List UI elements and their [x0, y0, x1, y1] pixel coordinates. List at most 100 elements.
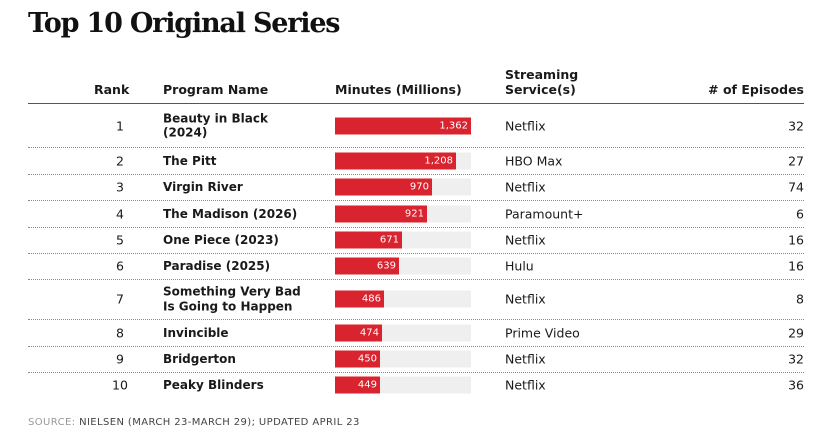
minutes-bar: 486: [335, 290, 384, 308]
program-name-cell: Beauty in Black (2024): [163, 111, 268, 140]
program-name-line: The Madison (2026): [163, 206, 298, 221]
minutes-value-label: 474: [359, 327, 379, 338]
episodes-cell: 16: [788, 232, 804, 248]
table-row: 1 Beauty in Black (2024) 1,362 Netflix 32: [28, 104, 804, 148]
rank-cell: 1: [116, 118, 124, 133]
minutes-value-label: 1,362: [439, 120, 468, 131]
program-name-line: Invincible: [163, 325, 229, 340]
program-name-cell: Paradise (2025): [163, 259, 270, 274]
table-row: 2 The Pitt 1,208 HBO Max 27: [28, 147, 804, 175]
rank-cell: 6: [116, 258, 124, 274]
source-note: SOURCE: NIELSEN (MARCH 23-MARCH 29); UPD…: [28, 417, 360, 428]
minutes-bar: 474: [335, 324, 382, 341]
program-name-cell: Virgin River: [163, 180, 243, 195]
minutes-value-label: 450: [357, 353, 377, 365]
program-name-line: Beauty in Black: [163, 111, 268, 125]
minutes-bar-track: 474: [335, 324, 471, 341]
minutes-bar: 1,362: [335, 117, 471, 134]
service-column-header: Streaming Service(s): [505, 67, 578, 97]
table-row: 7 Something Very Bad Is Going to Happen 486…: [28, 279, 804, 320]
minutes-bar-track: 486: [335, 290, 471, 308]
minutes-bar: 450: [335, 350, 380, 368]
program-name-cell: Something Very Bad Is Going to Happen: [163, 285, 301, 314]
episodes-cell: 27: [788, 153, 804, 168]
episodes-cell: 36: [788, 377, 804, 393]
program-name-line: Bridgerton: [163, 351, 236, 366]
rank-cell: 9: [116, 351, 124, 367]
rank-column-header: Rank: [94, 82, 130, 97]
minutes-value-label: 486: [361, 293, 381, 305]
service-header-line: Service(s): [505, 82, 576, 97]
table-row: 3 Virgin River 970 Netflix 74: [28, 174, 804, 201]
minutes-value-label: 449: [357, 379, 377, 391]
rank-cell: 5: [116, 232, 124, 248]
program-name-line: One Piece (2023): [163, 232, 279, 247]
minutes-value-label: 1,208: [424, 155, 453, 166]
program-name-line: The Pitt: [163, 153, 217, 168]
minutes-bar-track: 671: [335, 231, 471, 249]
minutes-bar-track: 450: [335, 350, 471, 368]
program-name-line: Is Going to Happen: [163, 299, 293, 313]
program-name-cell: The Pitt: [163, 153, 216, 168]
episodes-cell: 16: [788, 258, 804, 274]
rank-cell: 3: [116, 179, 124, 195]
streaming-service-cell: Netflix: [505, 179, 546, 195]
chart-title: Top 10 Original Series: [28, 8, 341, 39]
streaming-service-cell: Netflix: [505, 377, 546, 393]
minutes-value-label: 639: [376, 260, 396, 272]
minutes-bar: 921: [335, 205, 427, 222]
program-name-cell: One Piece (2023): [163, 233, 279, 248]
minutes-value-label: 970: [409, 181, 429, 193]
minutes-bar: 671: [335, 231, 402, 249]
program-name-cell: Bridgerton: [163, 352, 236, 367]
streaming-service-cell: Netflix: [505, 118, 546, 133]
minutes-value-label: 671: [379, 234, 399, 246]
table-row: 6 Paradise (2025) 639 Hulu 16: [28, 253, 804, 280]
minutes-bar: 1,208: [335, 152, 456, 169]
program-name-line: Peaky Blinders: [163, 377, 264, 392]
table-row: 8 Invincible 474 Prime Video 29: [28, 319, 804, 347]
episodes-cell: 29: [788, 325, 804, 340]
table-row: 9 Bridgerton 450 Netflix 32: [28, 346, 804, 373]
minutes-bar-track: 1,208: [335, 152, 471, 169]
minutes-column-header: Minutes (Millions): [335, 82, 462, 97]
service-header-line: Streaming: [505, 67, 579, 82]
episodes-cell: 8: [796, 291, 804, 307]
table-row: 10 Peaky Blinders 449 Netflix 36: [28, 372, 804, 398]
source-label: SOURCE:: [28, 417, 76, 428]
minutes-bar-track: 1,362: [335, 117, 471, 134]
episodes-cell: 6: [796, 206, 804, 221]
minutes-value-label: 921: [404, 208, 424, 219]
program-name-line: Virgin River: [163, 179, 243, 194]
minutes-bar: 449: [335, 376, 380, 394]
streaming-service-cell: HBO Max: [505, 153, 563, 168]
minutes-bar-track: 449: [335, 376, 471, 394]
minutes-bar: 970: [335, 178, 432, 196]
rank-cell: 8: [116, 325, 124, 340]
rank-cell: 2: [116, 153, 124, 168]
streaming-service-cell: Paramount+: [505, 206, 584, 221]
rank-cell: 4: [116, 206, 124, 221]
minutes-bar-track: 921: [335, 205, 471, 222]
episodes-cell: 32: [788, 351, 804, 367]
program-name-line: (2024): [163, 125, 208, 140]
episodes-cell: 74: [788, 179, 804, 195]
streaming-service-cell: Hulu: [505, 258, 534, 274]
program-column-header: Program Name: [163, 82, 269, 97]
program-name-cell: Peaky Blinders: [163, 378, 264, 393]
streaming-service-cell: Netflix: [505, 291, 546, 307]
minutes-bar-track: 970: [335, 178, 471, 196]
streaming-service-cell: Netflix: [505, 232, 546, 248]
episodes-cell: 32: [788, 118, 804, 133]
minutes-bar-track: 639: [335, 257, 471, 275]
minutes-bar: 639: [335, 257, 399, 275]
header-rule: [28, 103, 804, 104]
table-row: 5 One Piece (2023) 671 Netflix 16: [28, 227, 804, 254]
program-name-cell: The Madison (2026): [163, 206, 297, 221]
source-text: NIELSEN (MARCH 23-MARCH 29); UPDATED APR…: [79, 417, 360, 428]
rank-cell: 7: [116, 291, 124, 307]
episodes-column-header: # of Episodes: [708, 82, 804, 97]
streaming-service-cell: Prime Video: [505, 325, 580, 340]
program-name-cell: Invincible: [163, 325, 229, 340]
program-name-line: Something Very Bad: [163, 284, 301, 299]
